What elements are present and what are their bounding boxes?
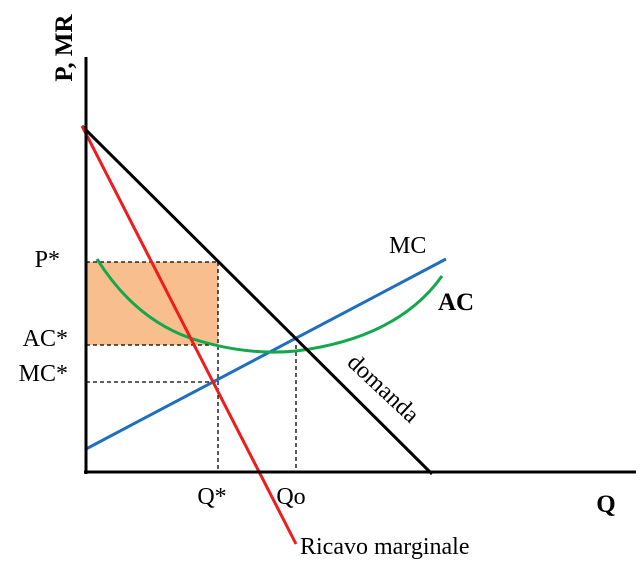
mr-curve <box>80 125 298 545</box>
q-star-label: Q* <box>197 484 226 510</box>
mc-label: MC <box>389 233 426 259</box>
ac-curve <box>95 258 444 354</box>
x-axis-label: Q <box>596 491 615 518</box>
p-star-label: P* <box>35 247 60 273</box>
ac-label: AC <box>438 289 474 316</box>
mr-label: Ricavo marginale <box>300 534 470 560</box>
ac-star-label: AC* <box>23 326 68 352</box>
demand-label: domanda <box>342 349 424 428</box>
mc-curve <box>85 257 447 451</box>
mc-star-label: MC* <box>19 361 68 387</box>
demand-curve <box>80 124 434 476</box>
q-o-label: Qo <box>276 484 305 510</box>
y-axis-label: P, MR <box>51 13 78 81</box>
